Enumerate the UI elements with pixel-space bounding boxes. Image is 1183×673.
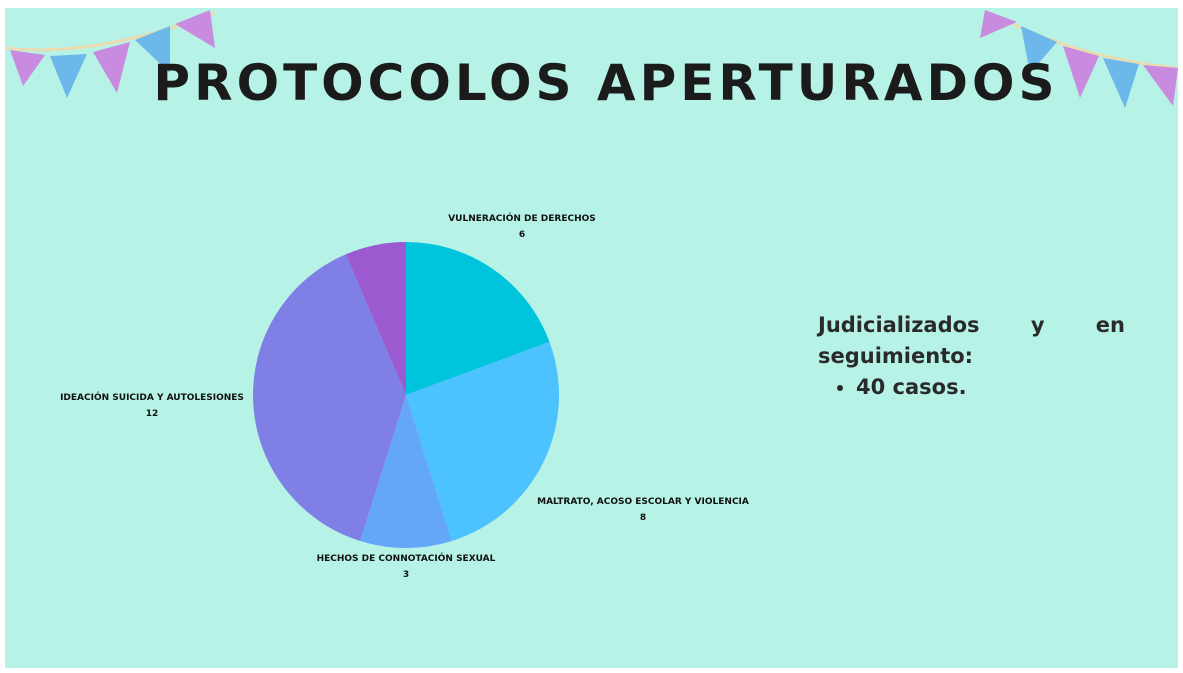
slice-label: HECHOS DE CONNOTACIÓN SEXUAL [317, 552, 496, 564]
chart: PROTOCOLOS APERTURADOS VULNERACIÓN DE DE… [5, 10, 1178, 580]
pie-slice [406, 242, 550, 395]
chart-title: PROTOCOLOS APERTURADOS [153, 54, 1058, 112]
pie-slice [253, 254, 406, 541]
pie-slice [406, 341, 559, 541]
side-note: Judicializados y en seguimiento: 40 caso… [818, 310, 1125, 403]
pie-slice [345, 242, 406, 395]
slice-label: MALTRATO, ACOSO ESCOLAR Y VIOLENCIA [537, 497, 749, 507]
slice-label: VULNERACIÓN DE DERECHOS [448, 212, 596, 224]
slide: PROTOCOLOS APERTURADOS VULNERACIÓN DE DE… [5, 8, 1178, 668]
slice-value: 3 [403, 570, 409, 580]
note-list: 40 casos. [818, 372, 1125, 403]
slice-value: 12 [146, 409, 159, 419]
bunting-left [5, 10, 216, 98]
slice-value: 6 [519, 230, 525, 240]
slice-label: IDEACIÓN SUICIDA Y AUTOLESIONES [60, 391, 244, 403]
bunting-right [980, 10, 1178, 108]
slice-value: 8 [640, 513, 646, 523]
note-text: Judicializados y en seguimiento: [818, 313, 1125, 368]
note-bullet: 40 casos. [856, 372, 1125, 403]
pie-slice [360, 395, 452, 548]
